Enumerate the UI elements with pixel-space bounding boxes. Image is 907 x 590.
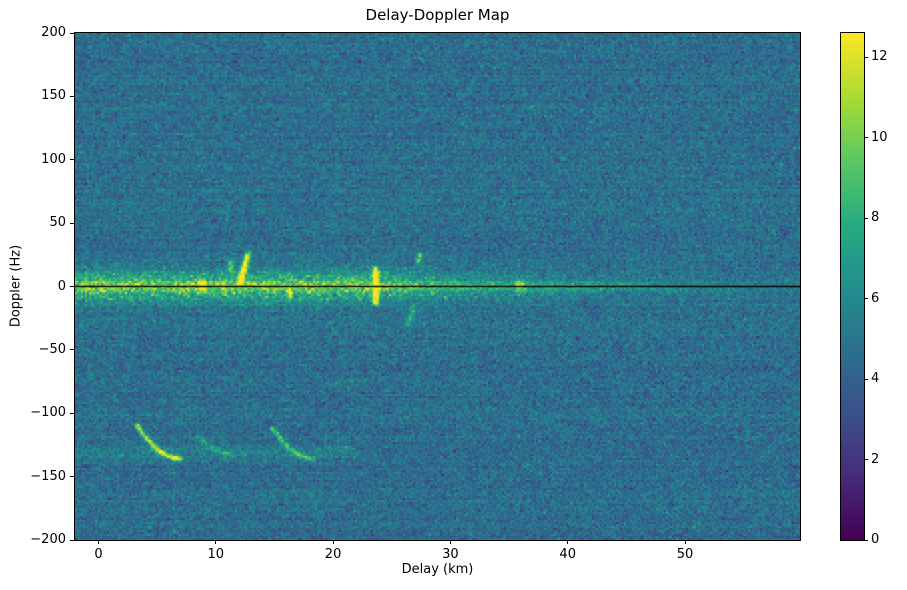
x-tick-label: 0	[94, 547, 103, 562]
colorbar-tick-mark	[864, 298, 868, 300]
colorbar-tick-mark	[864, 539, 868, 541]
colorbar-canvas	[841, 33, 864, 540]
y-tick-label: 50	[49, 215, 66, 231]
x-tick-label: 20	[324, 547, 342, 562]
y-tick-label: 0	[57, 278, 66, 294]
y-tick-label: 150	[41, 88, 66, 104]
x-tick-mark	[449, 540, 451, 544]
y-tick-mark	[70, 95, 74, 97]
x-tick-label: 30	[442, 547, 459, 562]
y-tick-mark	[70, 539, 74, 541]
y-tick-label: −200	[30, 532, 66, 547]
colorbar-tick-label: 4	[871, 371, 880, 387]
colorbar-tick-mark	[864, 217, 868, 219]
colorbar-tick-label: 12	[871, 49, 888, 65]
y-tick-label: −50	[38, 341, 66, 357]
x-tick-mark	[567, 540, 569, 544]
y-tick-mark	[70, 222, 74, 224]
y-tick-label: −150	[30, 468, 66, 484]
x-axis-label: Delay (km)	[401, 562, 474, 577]
colorbar-tick-mark	[864, 137, 868, 139]
colorbar-tick-label: 6	[871, 290, 880, 306]
y-tick-mark	[70, 412, 74, 414]
plot-area	[74, 32, 801, 541]
x-tick-mark	[332, 540, 334, 544]
y-tick-mark	[70, 159, 74, 161]
chart-title: Delay-Doppler Map	[365, 6, 510, 24]
colorbar-tick-label: 8	[871, 210, 880, 226]
heatmap-canvas	[75, 33, 800, 540]
y-tick-mark	[70, 286, 74, 287]
colorbar-tick-label: 10	[871, 129, 888, 145]
x-tick-mark	[684, 540, 686, 544]
y-tick-label: 100	[41, 151, 66, 167]
x-tick-mark	[97, 540, 99, 544]
colorbar	[840, 32, 865, 541]
y-tick-mark	[70, 476, 74, 478]
colorbar-tick-label: 0	[871, 532, 880, 547]
colorbar-tick-label: 2	[871, 451, 880, 467]
x-tick-mark	[215, 540, 217, 544]
colorbar-tick-mark	[864, 56, 868, 58]
y-tick-mark	[70, 349, 74, 351]
colorbar-tick-mark	[864, 459, 868, 461]
colorbar-tick-mark	[864, 378, 868, 380]
x-tick-label: 40	[559, 547, 576, 562]
x-tick-label: 50	[676, 547, 694, 562]
y-tick-label: 200	[41, 25, 66, 40]
x-tick-label: 10	[207, 547, 225, 562]
y-tick-label: −100	[30, 405, 66, 421]
y-tick-mark	[70, 32, 74, 34]
